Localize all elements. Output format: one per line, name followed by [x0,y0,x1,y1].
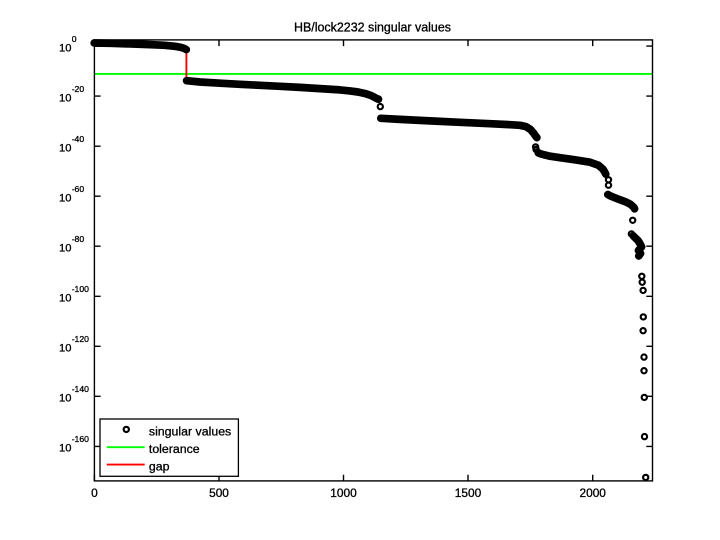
svg-text:-100: -100 [72,284,89,294]
svg-text:10: 10 [59,293,71,305]
svg-text:-80: -80 [72,234,85,244]
svg-text:10: 10 [59,42,71,54]
svg-text:10: 10 [59,192,71,204]
svg-text:0: 0 [91,486,98,500]
svg-text:10: 10 [59,242,71,254]
svg-text:HB/lock2232 singular values: HB/lock2232 singular values [294,21,451,35]
svg-text:1000: 1000 [330,486,357,500]
svg-text:10: 10 [59,393,71,405]
svg-text:2000: 2000 [579,486,606,500]
svg-text:-140: -140 [72,384,89,394]
svg-text:10: 10 [59,142,71,154]
svg-text:-60: -60 [72,184,85,194]
svg-text:tolerance: tolerance [149,442,200,456]
svg-text:0: 0 [72,34,77,44]
svg-text:10: 10 [59,92,71,104]
svg-text:10: 10 [59,443,71,455]
svg-text:-20: -20 [72,84,85,94]
svg-text:1500: 1500 [455,486,482,500]
svg-text:-160: -160 [72,434,89,444]
svg-text:gap: gap [149,460,170,474]
svg-text:500: 500 [209,486,229,500]
svg-text:singular values: singular values [149,424,231,438]
svg-text:-120: -120 [72,334,89,344]
svg-text:-40: -40 [72,134,85,144]
svg-text:10: 10 [59,343,71,355]
